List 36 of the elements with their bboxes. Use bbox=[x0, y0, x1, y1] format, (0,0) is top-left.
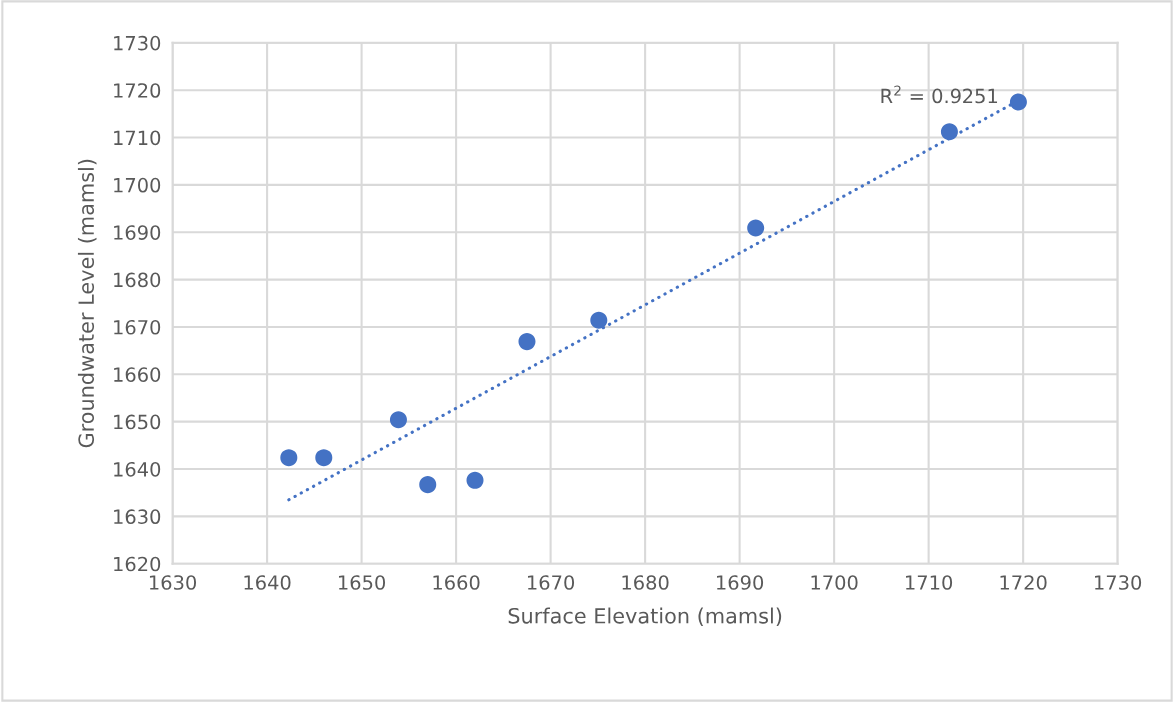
y-tick-label: 1660 bbox=[114, 367, 161, 382]
point bbox=[747, 219, 765, 237]
annotation: R$^{2}$ = 0.9251 bbox=[881, 85, 998, 104]
point bbox=[419, 476, 437, 494]
point bbox=[389, 411, 407, 429]
point bbox=[590, 311, 608, 329]
point bbox=[518, 333, 536, 351]
x-tick-label: 1730 bbox=[1095, 575, 1142, 590]
y-tick-label: 1620 bbox=[114, 556, 161, 572]
x-tick-label: 1650 bbox=[338, 575, 386, 590]
x-tick-label: 1630 bbox=[149, 575, 197, 590]
y-tick-label: 1650 bbox=[114, 414, 161, 430]
y-axis-title: Groundwater Level (mamsl) bbox=[77, 159, 97, 448]
x-tick-label: 1680 bbox=[622, 575, 669, 590]
point bbox=[466, 471, 484, 489]
y-tick-label: 1680 bbox=[114, 272, 161, 288]
point bbox=[1009, 93, 1027, 111]
y-tick-label: 1630 bbox=[114, 509, 161, 525]
point bbox=[315, 449, 333, 467]
y-tick-label: 1690 bbox=[114, 225, 161, 240]
point bbox=[280, 449, 298, 467]
y-tick-label: 1670 bbox=[114, 319, 161, 335]
y-tick-label: 1730 bbox=[114, 35, 161, 51]
x-axis-title: Surface Elevation (mamsl) bbox=[508, 607, 782, 627]
y-tick-label: 1710 bbox=[114, 130, 161, 146]
x-tick-label: 1690 bbox=[717, 575, 764, 590]
y-tick-label: 1700 bbox=[114, 177, 161, 193]
y-tick-label: 1720 bbox=[114, 83, 161, 98]
y-tick-label: 1640 bbox=[114, 461, 161, 477]
x-tick-label: 1640 bbox=[244, 575, 291, 590]
x-tick-label: 1720 bbox=[1000, 575, 1047, 590]
x-tick-label: 1710 bbox=[906, 575, 953, 590]
x-tick-label: 1660 bbox=[433, 575, 480, 590]
x-tick-label: 1670 bbox=[528, 575, 575, 590]
point bbox=[940, 123, 958, 141]
x-tick-label: 1700 bbox=[811, 575, 858, 590]
